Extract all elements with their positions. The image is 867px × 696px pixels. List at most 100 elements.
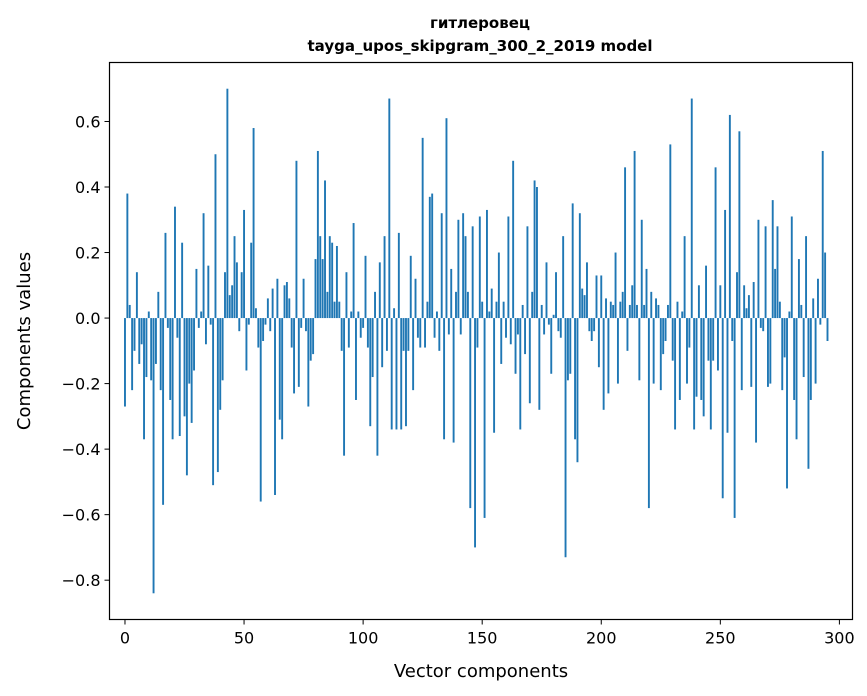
bar-117 [402, 318, 405, 351]
bar-series [124, 88, 829, 594]
bar-219 [645, 268, 648, 319]
bar-214 [633, 150, 636, 319]
bar-184 [562, 236, 565, 319]
bar-211 [626, 318, 629, 351]
bar-94 [347, 318, 350, 348]
bar-39 [216, 318, 219, 473]
bar-66 [281, 318, 284, 440]
x-tick-label: 150 [467, 629, 498, 648]
bar-171 [531, 291, 534, 319]
bar-17 [164, 232, 167, 319]
bar-186 [566, 318, 569, 381]
y-tick-label: 0.0 [75, 309, 100, 328]
bar-38 [214, 154, 217, 319]
bar-108 [381, 318, 384, 368]
bar-189 [574, 318, 577, 440]
bar-70 [290, 318, 293, 348]
bar-244 [705, 265, 707, 319]
bar-250 [719, 285, 722, 319]
bar-274 [776, 226, 779, 319]
bar-64 [276, 278, 279, 319]
bar-269 [764, 226, 767, 319]
bar-289 [812, 298, 815, 319]
bar-47 [235, 262, 238, 319]
bar-43 [226, 88, 229, 319]
bar-180 [552, 314, 555, 319]
y-tick-label: 0.6 [75, 112, 100, 131]
bar-159 [502, 301, 505, 319]
bar-7 [140, 318, 143, 345]
y-tick-label: −0.2 [62, 375, 101, 394]
bar-88 [333, 301, 336, 319]
bar-226 [662, 318, 665, 355]
bar-29 [193, 318, 195, 371]
bar-149 [478, 216, 481, 319]
bar-22 [176, 318, 179, 338]
bar-268 [762, 318, 765, 332]
bar-194 [586, 262, 588, 319]
bar-165 [516, 318, 519, 335]
bar-65 [278, 318, 281, 420]
bar-288 [809, 318, 812, 400]
bar-103 [369, 318, 372, 427]
bar-230 [671, 318, 674, 361]
bar-242 [700, 318, 703, 400]
bar-120 [409, 255, 412, 319]
bar-263 [750, 318, 753, 387]
bar-55 [255, 308, 257, 319]
bar-84 [324, 180, 326, 319]
x-axis-label: Vector components [394, 661, 568, 682]
bar-227 [664, 318, 667, 341]
bar-142 [462, 213, 465, 319]
bar-57 [259, 318, 262, 502]
bar-181 [555, 272, 557, 319]
bar-90 [338, 301, 341, 319]
bar-46 [233, 236, 236, 319]
bar-220 [647, 318, 650, 509]
bar-239 [693, 318, 696, 430]
bar-128 [428, 196, 431, 319]
bar-9 [145, 318, 148, 378]
bar-134 [443, 318, 446, 440]
bar-85 [326, 291, 329, 319]
bar-190 [576, 318, 579, 463]
bar-206 [614, 252, 617, 319]
bar-91 [340, 318, 343, 351]
y-tick-label: −0.6 [62, 506, 101, 525]
bar-121 [412, 318, 415, 391]
bar-54 [252, 128, 255, 319]
bar-273 [774, 268, 777, 319]
bar-255 [731, 318, 734, 341]
bar-50 [243, 209, 246, 319]
bar-116 [400, 318, 403, 430]
bar-83 [321, 259, 324, 319]
bar-145 [469, 318, 472, 509]
bar-97 [355, 318, 357, 400]
bar-16 [162, 318, 165, 505]
bar-32 [200, 311, 203, 319]
bar-241 [697, 285, 700, 319]
bar-112 [390, 318, 393, 430]
bar-152 [486, 209, 488, 319]
y-axis-label: Components values [14, 252, 35, 430]
bar-271 [769, 318, 772, 384]
bar-143 [464, 236, 467, 319]
bar-133 [440, 213, 443, 319]
bar-106 [376, 318, 379, 456]
bar-178 [547, 318, 550, 325]
bar-266 [757, 219, 760, 319]
bar-15 [159, 318, 162, 391]
x-tick-label: 50 [234, 629, 254, 648]
bar-277 [783, 318, 786, 358]
bar-136 [447, 318, 450, 335]
bar-137 [450, 268, 453, 319]
bar-12 [152, 318, 155, 594]
bar-49 [240, 272, 243, 319]
bar-72 [295, 160, 298, 319]
bar-251 [721, 318, 724, 499]
bar-210 [624, 167, 627, 319]
bar-295 [826, 318, 829, 341]
bar-215 [636, 304, 638, 319]
bar-82 [319, 236, 322, 319]
bar-280 [790, 216, 793, 319]
